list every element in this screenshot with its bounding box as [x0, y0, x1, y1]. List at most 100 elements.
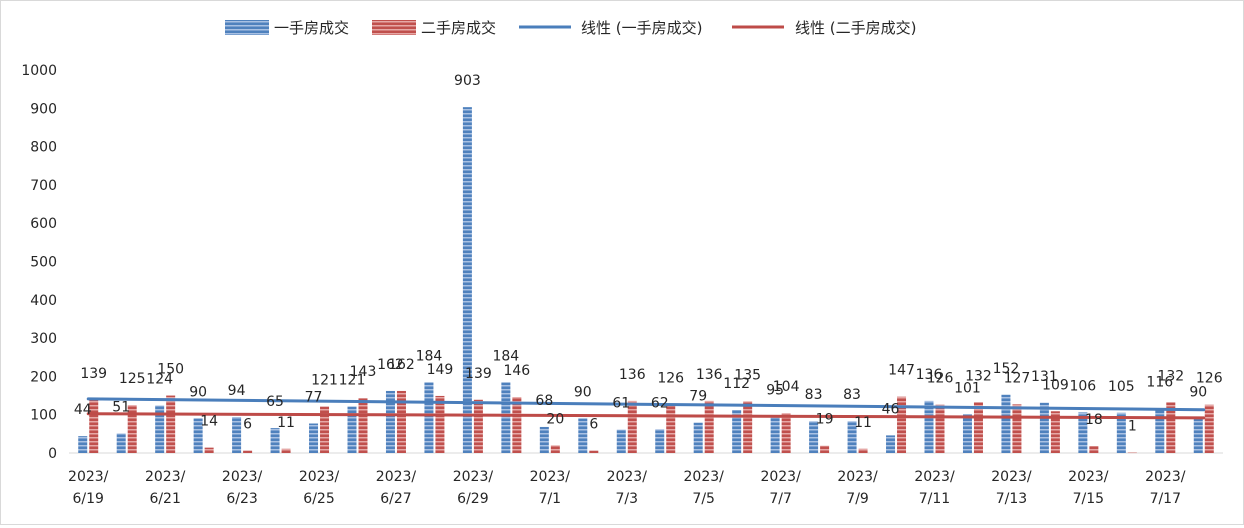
bar-series-1[interactable]: [616, 429, 626, 453]
bar-series-2[interactable]: [627, 400, 637, 453]
data-label-series-1: 106: [1069, 378, 1096, 394]
bar-series-1[interactable]: [116, 433, 126, 453]
bar-series-2[interactable]: [589, 450, 599, 453]
bar-series-1[interactable]: [655, 429, 665, 453]
data-label-series-1: 51: [112, 399, 130, 415]
bar-series-2[interactable]: [127, 405, 137, 453]
data-label-series-2: 136: [696, 367, 723, 383]
bar-series-1[interactable]: [193, 418, 203, 453]
y-tick-label: 1000: [21, 63, 57, 79]
bar-series-1[interactable]: [847, 421, 857, 453]
bar-series-1[interactable]: [309, 423, 319, 453]
legend-item-series-1[interactable]: 一手房成交: [225, 19, 349, 37]
legend-swatch-series-1: [225, 20, 269, 35]
data-label-series-1: 116: [1146, 375, 1173, 391]
bar-series-1[interactable]: [1078, 412, 1088, 453]
bar-series-1[interactable]: [155, 405, 165, 453]
bar-series-1[interactable]: [424, 382, 434, 453]
y-tick-label: 400: [30, 293, 57, 309]
data-label-series-2: 11: [277, 415, 295, 431]
bar-series-1[interactable]: [924, 400, 934, 453]
y-tick-label: 0: [48, 446, 57, 462]
bar-series-2[interactable]: [1089, 446, 1099, 453]
bar-series-1[interactable]: [693, 422, 703, 453]
y-tick-label: 700: [30, 178, 57, 194]
bar-series-2[interactable]: [1166, 402, 1176, 453]
data-label-series-2: 104: [773, 379, 800, 395]
data-label-series-1: 95: [766, 383, 784, 399]
bar-series-2[interactable]: [666, 404, 676, 453]
bar-series-1[interactable]: [270, 428, 280, 453]
bar-series-1[interactable]: [886, 435, 896, 453]
bar-series-2[interactable]: [320, 406, 330, 453]
bar-series-2[interactable]: [550, 445, 560, 453]
data-label-series-1: 112: [723, 376, 750, 392]
data-label-series-2: 127: [1004, 370, 1031, 386]
bar-series-1[interactable]: [501, 382, 511, 453]
data-label-series-2: 126: [657, 371, 684, 387]
data-label-series-1: 105: [1108, 379, 1135, 395]
data-label-series-2: 125: [119, 371, 146, 387]
bar-series-2[interactable]: [935, 404, 945, 453]
data-label-series-2: 11: [854, 415, 872, 431]
bar-series-1[interactable]: [232, 416, 242, 453]
bar-series-2[interactable]: [820, 445, 830, 453]
x-tick-label: 2023/6/25: [299, 469, 340, 507]
bar-series-1[interactable]: [1155, 408, 1165, 453]
bar-series-2[interactable]: [858, 448, 868, 453]
bar-series-2[interactable]: [1127, 452, 1137, 454]
bar-series-1[interactable]: [462, 107, 472, 453]
bar-series-2[interactable]: [781, 413, 791, 453]
bar-series-2[interactable]: [204, 447, 214, 453]
bar-series-2[interactable]: [473, 399, 483, 453]
bar-series-1[interactable]: [578, 418, 588, 453]
bar-series-1[interactable]: [539, 426, 549, 453]
legend-item-trend-1[interactable]: 线性 (一手房成交): [519, 19, 702, 37]
bar-series-2[interactable]: [1012, 404, 1022, 453]
bar-series-1[interactable]: [809, 421, 819, 453]
x-tick-label: 2023/7/13: [991, 469, 1032, 507]
legend-item-series-2[interactable]: 二手房成交: [372, 19, 496, 37]
bar-series-1[interactable]: [385, 390, 395, 453]
bar-series-2[interactable]: [396, 390, 406, 453]
data-label-series-1: 90: [189, 385, 207, 401]
y-tick-label: 900: [30, 101, 57, 117]
bar-series-1[interactable]: [770, 416, 780, 453]
bar-series-2[interactable]: [973, 402, 983, 453]
bar-series-2[interactable]: [243, 450, 253, 453]
bar-series-2[interactable]: [281, 448, 291, 453]
bar-series-2[interactable]: [435, 395, 445, 453]
bar-series-2[interactable]: [358, 398, 368, 453]
bar-series-1[interactable]: [347, 406, 357, 453]
data-label-series-1: 136: [916, 367, 943, 383]
bar-series-1[interactable]: [1001, 394, 1011, 453]
data-label-series-1: 90: [574, 385, 592, 401]
bar-series-2[interactable]: [512, 397, 522, 453]
data-label-series-1: 184: [416, 349, 443, 365]
bar-series-1[interactable]: [962, 414, 972, 453]
bar-series-1[interactable]: [78, 436, 88, 453]
trendlines: [86, 397, 1206, 420]
y-tick-label: 600: [30, 216, 57, 232]
bar-series-2[interactable]: [704, 400, 714, 453]
data-label-series-1: 62: [651, 395, 669, 411]
bar-series-1[interactable]: [1116, 412, 1126, 453]
bar-series-2[interactable]: [897, 396, 907, 453]
y-tick-label: 200: [30, 369, 57, 385]
data-label-series-1: 90: [1189, 385, 1207, 401]
data-label-series-2: 132: [1157, 368, 1184, 384]
x-tick-label: 2023/7/7: [760, 469, 801, 507]
data-label-series-2: 139: [465, 366, 492, 382]
data-label-series-1: 124: [146, 372, 173, 388]
bar-series-2[interactable]: [89, 399, 99, 453]
bar-series-1[interactable]: [732, 410, 742, 453]
data-label-series-2: 1: [1128, 419, 1137, 435]
bar-series-2[interactable]: [743, 401, 753, 453]
bar-series-2[interactable]: [1050, 411, 1060, 453]
data-label-series-2: 126: [1196, 371, 1223, 387]
bar-series-1[interactable]: [1039, 402, 1049, 453]
bar-series-2[interactable]: [166, 395, 176, 453]
legend-item-trend-2[interactable]: 线性 (二手房成交): [732, 19, 916, 37]
bar-series-1[interactable]: [1193, 418, 1203, 453]
bar-series-2[interactable]: [1204, 404, 1214, 453]
